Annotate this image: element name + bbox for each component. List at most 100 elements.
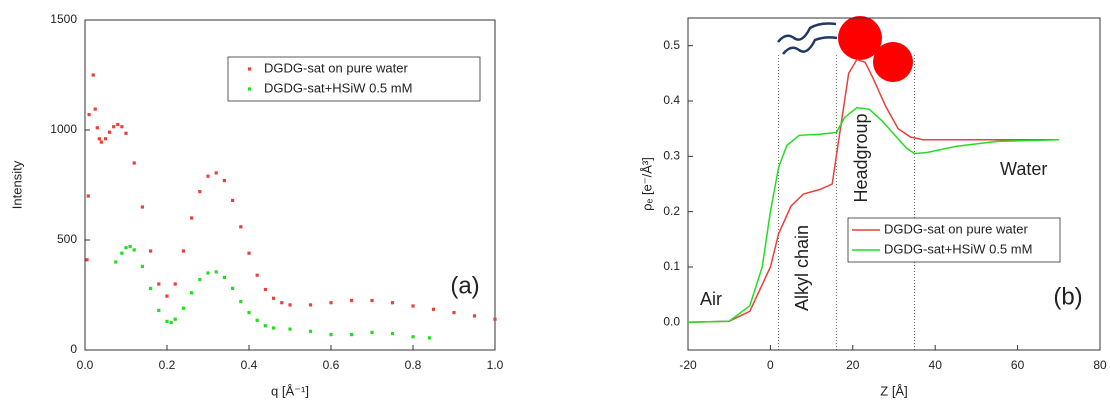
data-point [411, 335, 415, 339]
data-point [120, 125, 124, 129]
x-tick-label: 0 [767, 358, 774, 372]
x-tick-label: 1.0 [487, 358, 504, 372]
y-tick-label: 0.0 [663, 315, 680, 329]
molecule-icon [777, 16, 913, 82]
data-point [99, 140, 103, 144]
data-point [370, 298, 374, 303]
data-point [431, 307, 436, 311]
data-point [157, 282, 161, 286]
x-tick-label: 0.6 [323, 358, 340, 372]
y-tick-label: 0.2 [663, 204, 680, 218]
data-point [97, 137, 101, 141]
data-point [190, 216, 194, 220]
data-point [206, 271, 210, 275]
data-point [255, 318, 259, 322]
data-point [169, 320, 173, 325]
data-point [247, 311, 251, 315]
head-icon [838, 16, 882, 60]
legend-label: DGDG-sat+HSiW 0.5 mM [264, 80, 412, 95]
data-point [427, 336, 431, 340]
y-tick-label: 500 [57, 232, 77, 246]
data-point [198, 278, 202, 282]
y-tick-label: 1000 [50, 122, 77, 136]
data-point [198, 190, 202, 194]
data-point [85, 258, 89, 262]
annotation: Alkyl chain [792, 225, 812, 311]
data-point [214, 270, 218, 274]
x-tick-label: 0.4 [241, 358, 258, 372]
x-tick-label: 60 [1011, 358, 1025, 372]
data-point [288, 303, 292, 307]
data-point [349, 298, 354, 303]
annotation: (a) [450, 272, 479, 299]
data-point [231, 198, 235, 202]
data-point [390, 331, 395, 336]
head-icon [873, 42, 913, 82]
data-point [103, 137, 108, 141]
x-tick-label: -20 [679, 358, 697, 372]
y-tick-label: 0.3 [663, 149, 680, 163]
data-point [108, 130, 112, 134]
data-point [95, 126, 99, 130]
plot-frame [84, 19, 496, 351]
y-tick-label: 0.5 [663, 38, 680, 52]
data-point [272, 296, 276, 300]
x-tick-label: 0.2 [159, 358, 176, 372]
annotation: Water [1000, 159, 1047, 179]
legend-label: DGDG-sat+HSiW 0.5 mM [884, 241, 1032, 256]
data-point [86, 194, 90, 198]
y-tick-label: 0.1 [663, 259, 680, 273]
y-tick-label: 1500 [50, 12, 77, 26]
data-point [91, 73, 95, 77]
data-point [231, 286, 235, 290]
data-point [140, 264, 144, 268]
y-tick-label: 0 [70, 342, 77, 356]
data-point [247, 251, 251, 255]
y-axis-label: ρₑ [e⁻/Å³] [639, 157, 654, 211]
data-point [149, 286, 153, 290]
data-point [157, 308, 161, 312]
x-tick-label: 80 [1093, 358, 1107, 372]
legend-box [847, 217, 1061, 263]
data-point [272, 326, 276, 330]
data-point [411, 304, 415, 308]
data-point [239, 225, 243, 229]
y-tick-label: 0.4 [663, 93, 680, 107]
x-axis-label: q [Å⁻¹] [271, 383, 309, 398]
data-point [263, 287, 267, 292]
data-point [149, 249, 153, 253]
data-point [190, 291, 194, 295]
plot-frame [687, 17, 1101, 351]
tail-icon [777, 22, 837, 43]
data-point [112, 125, 116, 129]
data-point [124, 246, 128, 250]
data-point [214, 171, 218, 175]
data-line [687, 58, 1059, 324]
data-point [349, 333, 354, 337]
data-point [308, 303, 313, 307]
data-point [114, 260, 118, 264]
annotation: Air [700, 289, 722, 309]
data-point [390, 301, 395, 305]
legend-label: DGDG-sat on pure water [264, 60, 408, 75]
data-point [165, 319, 169, 323]
x-tick-label: 0.8 [405, 358, 422, 372]
data-point [222, 275, 226, 279]
data-point [452, 311, 456, 315]
legend-marker [248, 67, 252, 71]
x-tick-label: 0.0 [77, 358, 94, 372]
data-point [128, 245, 132, 249]
data-point [173, 282, 177, 286]
data-point [173, 317, 177, 321]
data-point [329, 333, 333, 337]
data-point [493, 317, 497, 321]
data-point [181, 249, 185, 253]
data-point [239, 300, 243, 304]
y-axis-label: Intensity [9, 160, 24, 209]
data-point [165, 294, 169, 298]
data-point [280, 301, 284, 305]
data-point [124, 131, 128, 135]
data-point [140, 205, 144, 209]
